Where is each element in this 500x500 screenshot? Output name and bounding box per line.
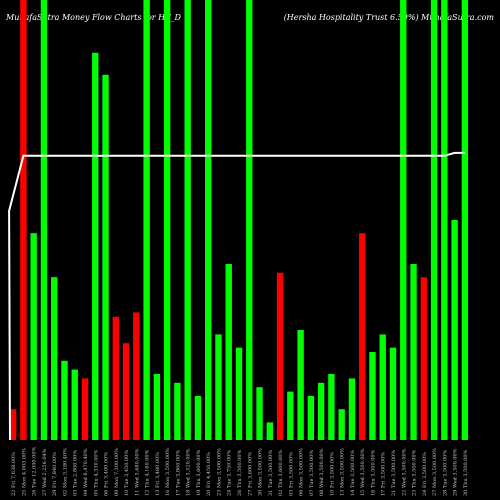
x-tick-label-4: 29 Fri 7,840.00% bbox=[52, 452, 58, 496]
price-line bbox=[8, 151, 465, 441]
x-tick-label-37: 21 Tue 3,500.00% bbox=[391, 450, 397, 496]
x-tick-label-31: 10 Fri 3,500.00% bbox=[329, 452, 335, 496]
bar-41 bbox=[430, 0, 438, 440]
bar-36 bbox=[379, 334, 386, 440]
bar-5 bbox=[61, 360, 68, 440]
x-tick-label-13: 12 Thu 4,160.00% bbox=[145, 449, 151, 496]
x-tick-label-23: 27 Fri 3,600.00% bbox=[247, 452, 253, 496]
bar-6 bbox=[71, 369, 78, 440]
x-tick-label-10: 09 Mon 7,300.00% bbox=[114, 448, 120, 496]
x-tick-label-30: 08 Wed 3,500.00% bbox=[319, 448, 325, 496]
x-tick-labels: 22 Fri 7,638.00% 25 Mon 4,003.00% 26 Tue 1… bbox=[11, 446, 469, 496]
bar-31 bbox=[328, 374, 335, 440]
bar-40 bbox=[420, 277, 427, 440]
bar-14 bbox=[153, 374, 161, 440]
x-tick-label-18: 19 Thu 3,600.00% bbox=[196, 449, 202, 496]
x-tick-label-6: 03 Tue 2,800.00% bbox=[73, 450, 79, 496]
bar-26 bbox=[276, 272, 284, 440]
x-tick-label-29: 07 Tue 3,500.00% bbox=[309, 450, 315, 496]
bar-7 bbox=[81, 378, 89, 440]
x-tick-label-3: 27 Wed 2,256.04% bbox=[42, 448, 48, 496]
x-tick-label-9: 06 Fri 3,400.00% bbox=[104, 452, 110, 496]
bar-9 bbox=[102, 74, 109, 441]
x-tick-label-25: 31 Tue 3,500.00% bbox=[268, 450, 274, 496]
x-tick-label-21: 24 Tue 3,750.00% bbox=[227, 450, 233, 496]
bar-17 bbox=[184, 0, 191, 440]
x-tick-label-1: 25 Mon 4,003.00% bbox=[21, 448, 27, 496]
x-tick-label-15: 16 Mon 3,500.00% bbox=[165, 448, 171, 496]
bar-43 bbox=[451, 220, 458, 440]
bar-1 bbox=[20, 0, 27, 440]
bar-42 bbox=[441, 0, 448, 440]
bar-16 bbox=[174, 382, 181, 440]
x-tick-label-26: 02 Thu 3,600.00% bbox=[278, 449, 284, 496]
x-tick-label-22: 26 Thu 3,500.00% bbox=[237, 449, 243, 496]
x-tick-label-2: 26 Tue 12,000.00% bbox=[32, 446, 38, 496]
bar-39 bbox=[410, 264, 417, 440]
bar-4 bbox=[51, 277, 58, 440]
bar-15 bbox=[163, 0, 171, 440]
bar-35 bbox=[369, 352, 376, 440]
x-tick-label-14: 13 Fri 3,480.00% bbox=[155, 452, 161, 496]
bar-2 bbox=[30, 233, 37, 440]
x-tick-label-19: 20 Fri 4,450.00% bbox=[206, 452, 212, 496]
x-tick-label-42: 28 Tue 3,500.00% bbox=[442, 450, 448, 496]
x-tick-label-8: 05 Thu 4,330.00% bbox=[93, 449, 99, 496]
bar-11 bbox=[122, 343, 130, 440]
bar-33 bbox=[348, 378, 356, 440]
bar-0 bbox=[9, 409, 17, 440]
bars-group bbox=[9, 0, 469, 441]
x-tick-label-28: 06 Mon 3,500.00% bbox=[299, 448, 305, 496]
x-tick-label-16: 17 Tue 3,860.00% bbox=[175, 450, 181, 496]
bar-22 bbox=[235, 347, 243, 440]
x-tick-label-32: 13 Mon 3,500.00% bbox=[340, 448, 346, 496]
chart-title-right: (Hersha Hospitality Trust 6.50%) MunafaS… bbox=[284, 13, 495, 22]
x-tick-label-35: 16 Thu 3,500.00% bbox=[370, 449, 376, 496]
bar-28 bbox=[297, 330, 304, 440]
bar-44 bbox=[461, 0, 469, 440]
bar-34 bbox=[359, 233, 366, 440]
bar-19 bbox=[205, 0, 212, 440]
x-tick-label-11: 10 Tue 3,450.00% bbox=[124, 450, 130, 496]
bar-30 bbox=[317, 382, 325, 440]
bar-25 bbox=[266, 422, 273, 440]
x-tick-label-17: 18 Wed 3,520.00% bbox=[186, 448, 192, 496]
bar-10 bbox=[112, 316, 119, 440]
bar-24 bbox=[256, 387, 263, 440]
x-tick-label-38: 22 Wed 3,500.00% bbox=[401, 448, 407, 496]
x-tick-label-44: 30 Thu 3,500.00% bbox=[463, 449, 469, 496]
bar-12 bbox=[133, 312, 140, 440]
x-tick-label-43: 29 Wed 3,500.00% bbox=[453, 448, 459, 496]
bar-23 bbox=[246, 0, 253, 440]
bar-38 bbox=[400, 0, 407, 440]
chart-title-left: MunafaSutra Money Flow Charts for HT_D bbox=[5, 13, 181, 22]
x-tick-label-33: 14 Tue 3,500.00% bbox=[350, 450, 356, 496]
x-tick-label-7: 04 Wed 6,470.40% bbox=[83, 448, 89, 496]
x-tick-label-20: 23 Mon 3,500.00% bbox=[216, 448, 222, 496]
x-tick-label-34: 15 Wed 3,500.00% bbox=[360, 448, 366, 496]
bar-20 bbox=[215, 334, 222, 440]
bar-8 bbox=[92, 52, 99, 441]
x-tick-label-5: 02 Mon 3,180.40% bbox=[62, 448, 68, 496]
bar-18 bbox=[194, 396, 202, 440]
x-tick-label-39: 23 Thu 3,500.00% bbox=[412, 449, 418, 496]
bar-29 bbox=[307, 396, 315, 440]
bar-3 bbox=[40, 0, 48, 440]
x-tick-label-36: 17 Fri 3,500.00% bbox=[381, 452, 387, 496]
x-tick-label-40: 24 Fri 3,500.00% bbox=[422, 452, 428, 496]
bar-21 bbox=[225, 264, 232, 440]
x-tick-label-24: 30 Mon 3,500.00% bbox=[258, 448, 264, 496]
bar-13 bbox=[143, 0, 150, 440]
bar-37 bbox=[389, 347, 397, 440]
bar-27 bbox=[287, 391, 294, 440]
x-tick-label-0: 22 Fri 7,638.00% bbox=[11, 452, 17, 496]
x-tick-label-12: 11 Wed 3,680.00% bbox=[134, 448, 140, 496]
x-tick-label-41: 27 Mon 3,500.00% bbox=[432, 448, 438, 496]
x-tick-label-27: 03 Fri 3,500.00% bbox=[288, 452, 294, 496]
bar-32 bbox=[338, 409, 345, 440]
